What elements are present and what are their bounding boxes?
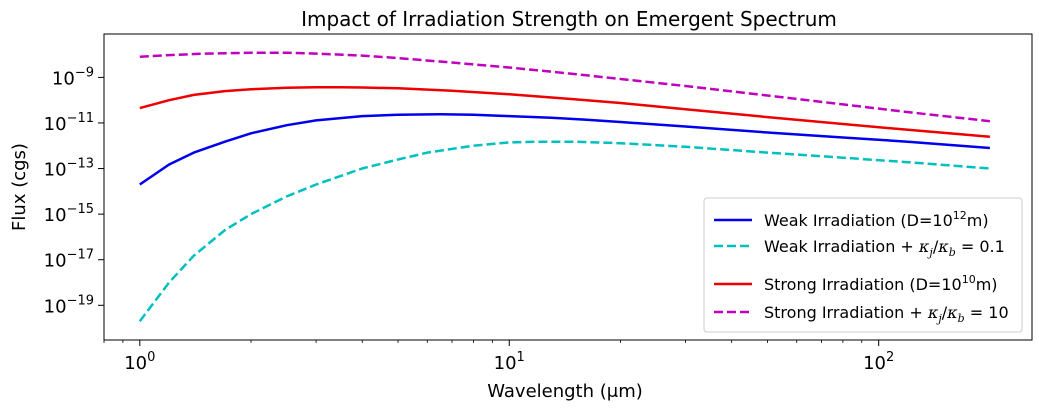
x-tick-label: 101 <box>494 350 525 374</box>
y-tick-label: 10−9 <box>52 65 94 89</box>
series-line-1 <box>139 113 990 186</box>
y-axis-ticks: 10−19 10−17 10−15 10−13 10−11 10−9 <box>44 65 104 317</box>
y-tick-label: 10−15 <box>44 202 94 226</box>
x-axis-ticks: 100 101 102 <box>103 340 894 374</box>
legend-label-2: Weak Irradiation + κj/κb = 0.1 <box>764 237 1005 259</box>
series-line-2 <box>138 140 990 322</box>
series-line-3 <box>139 85 991 138</box>
y-tick-label: 10−17 <box>44 248 94 272</box>
legend: Weak Irradiation (D=1012m) Weak Irradiati… <box>703 197 1023 333</box>
y-tick-label: 10−11 <box>44 111 94 135</box>
legend-label-1: Weak Irradiation (D=1012m) <box>764 209 989 230</box>
legend-label-4: Strong Irradiation + κj/κb = 10 <box>764 303 1009 325</box>
x-tick-label: 102 <box>863 350 894 374</box>
y-axis-label: Flux (cgs) <box>9 143 30 231</box>
x-tick-label: 100 <box>124 350 155 374</box>
chart-title: Impact of Irradiation Strength on Emerge… <box>301 7 837 31</box>
legend-box <box>703 197 1023 333</box>
plot-frame <box>103 33 1033 341</box>
plot-lines <box>138 51 991 322</box>
y-tick-label: 10−13 <box>44 157 94 181</box>
y-tick-label: 10−19 <box>44 293 94 317</box>
legend-label-3: Strong Irradiation (D=1010m) <box>764 273 998 294</box>
series-line-4 <box>139 51 991 123</box>
x-axis-label: Wavelength (μm) <box>487 381 643 402</box>
